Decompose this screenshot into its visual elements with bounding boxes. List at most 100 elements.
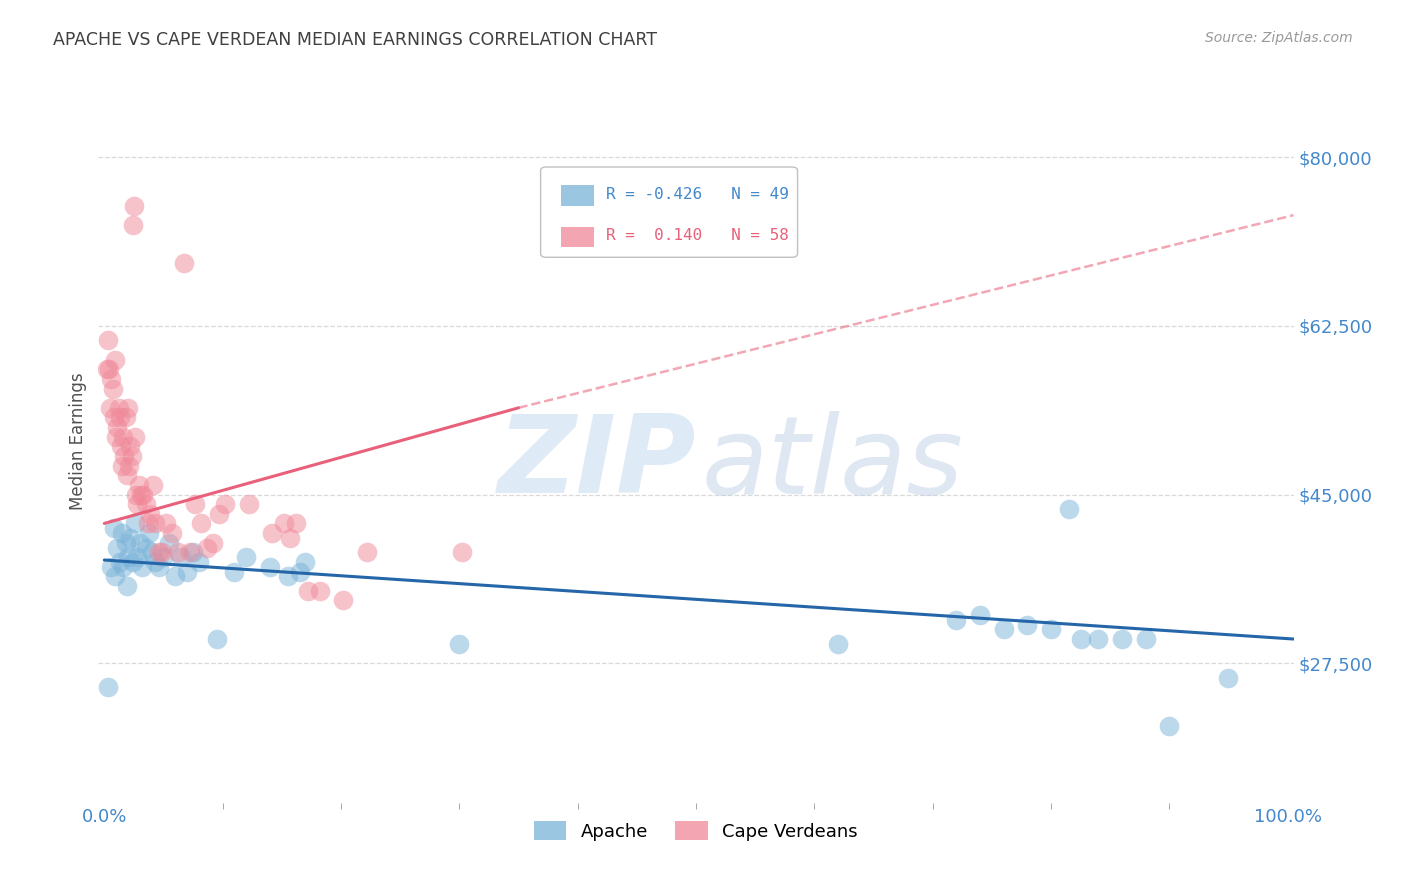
Point xyxy=(138,526,160,541)
Point xyxy=(235,550,257,565)
Point xyxy=(188,555,211,569)
Text: R = -0.426   N = 49: R = -0.426 N = 49 xyxy=(606,187,789,202)
Text: APACHE VS CAPE VERDEAN MEDIAN EARNINGS CORRELATION CHART: APACHE VS CAPE VERDEAN MEDIAN EARNINGS C… xyxy=(53,31,658,49)
Point xyxy=(104,352,127,367)
Point xyxy=(155,516,177,531)
Point xyxy=(148,545,170,559)
Point xyxy=(202,535,225,549)
Point xyxy=(114,535,136,549)
Point xyxy=(97,680,120,694)
Point xyxy=(214,497,236,511)
Point xyxy=(1057,502,1080,516)
Point xyxy=(1039,623,1062,637)
Point xyxy=(285,516,308,531)
Point xyxy=(110,439,132,453)
Point xyxy=(105,541,128,555)
Point xyxy=(224,565,246,579)
Point xyxy=(121,218,143,232)
Point xyxy=(108,555,131,569)
Point xyxy=(128,535,150,549)
Point xyxy=(120,531,142,545)
Point xyxy=(136,516,159,531)
Point xyxy=(114,410,136,425)
Point xyxy=(118,458,141,473)
Point xyxy=(111,458,134,473)
Point xyxy=(124,516,146,531)
Point xyxy=(135,497,157,511)
Point xyxy=(115,579,138,593)
Point xyxy=(150,545,173,559)
Point xyxy=(125,487,148,501)
Point xyxy=(173,256,195,270)
Point xyxy=(181,545,204,559)
Point xyxy=(103,410,125,425)
Point xyxy=(165,569,187,583)
Point xyxy=(107,401,129,415)
Point xyxy=(101,382,124,396)
Point xyxy=(152,550,174,565)
Point xyxy=(112,430,135,444)
Point xyxy=(1017,617,1039,632)
Point xyxy=(97,334,120,348)
Point xyxy=(176,565,198,579)
Point xyxy=(115,468,138,483)
Point xyxy=(277,569,299,583)
Point xyxy=(184,497,207,511)
Point xyxy=(129,487,152,501)
Point xyxy=(993,623,1015,637)
Y-axis label: Median Earnings: Median Earnings xyxy=(69,373,87,510)
Point xyxy=(195,541,218,555)
Point xyxy=(111,526,134,541)
Point xyxy=(262,526,284,541)
Point xyxy=(449,637,471,651)
Point xyxy=(278,531,301,545)
Point xyxy=(259,559,281,574)
Text: Source: ZipAtlas.com: Source: ZipAtlas.com xyxy=(1205,31,1353,45)
Point xyxy=(143,516,166,531)
Point xyxy=(238,497,260,511)
Point xyxy=(96,362,118,376)
Point xyxy=(827,637,849,651)
Point xyxy=(1087,632,1109,646)
Point xyxy=(170,550,193,565)
Point xyxy=(297,583,319,598)
Point xyxy=(141,545,163,559)
Point xyxy=(1070,632,1092,646)
Point xyxy=(143,555,166,569)
Point xyxy=(117,401,139,415)
Text: R =  0.140   N = 58: R = 0.140 N = 58 xyxy=(606,228,789,244)
Point xyxy=(105,430,128,444)
Point xyxy=(1218,671,1240,685)
Point xyxy=(127,550,149,565)
Point xyxy=(1159,719,1181,733)
Point xyxy=(132,487,155,501)
Point xyxy=(103,521,125,535)
Point xyxy=(131,559,153,574)
Point xyxy=(124,430,146,444)
Legend: Apache, Cape Verdeans: Apache, Cape Verdeans xyxy=(527,814,865,848)
Point xyxy=(308,583,330,598)
Point xyxy=(288,565,311,579)
FancyBboxPatch shape xyxy=(561,186,595,206)
Point xyxy=(450,545,472,559)
Point xyxy=(135,541,157,555)
Point xyxy=(294,555,316,569)
Point xyxy=(100,372,122,386)
Point xyxy=(208,507,231,521)
Point xyxy=(139,507,162,521)
Point xyxy=(112,559,135,574)
Point xyxy=(157,535,180,549)
Point xyxy=(148,559,170,574)
Point xyxy=(127,497,149,511)
Point xyxy=(128,478,150,492)
Point xyxy=(121,449,143,463)
Point xyxy=(117,550,139,565)
Point xyxy=(98,401,121,415)
Point xyxy=(108,410,131,425)
Point xyxy=(1135,632,1157,646)
Point xyxy=(945,613,967,627)
Point xyxy=(273,516,295,531)
FancyBboxPatch shape xyxy=(561,227,595,247)
Text: atlas: atlas xyxy=(702,410,965,516)
Point xyxy=(356,545,378,559)
